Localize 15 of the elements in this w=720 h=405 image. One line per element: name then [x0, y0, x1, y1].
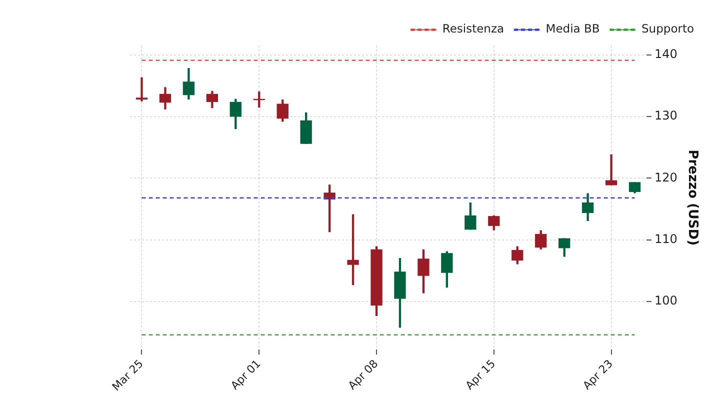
y-tick-label: 100 [654, 294, 678, 308]
legend-label: Supporto [642, 22, 694, 36]
x-tick-label: Apr 23 [580, 357, 616, 392]
y-axis-title: Prezzo (USD) [684, 150, 700, 246]
legend-label: Media BB [546, 22, 600, 36]
x-tick-label: Apr 08 [346, 357, 381, 392]
y-tick-label: 120 [654, 170, 678, 184]
x-tick-label: Mar 25 [110, 357, 146, 394]
x-tick-label: Apr 01 [228, 357, 264, 392]
y-tick-label: 130 [654, 108, 678, 123]
legend-label: Resistenza [442, 22, 504, 36]
x-tick-label: Apr 15 [463, 357, 498, 392]
candlestick [136, 77, 148, 102]
y-tick-label: 140 [654, 46, 678, 61]
y-tick-label: 110 [654, 232, 678, 246]
